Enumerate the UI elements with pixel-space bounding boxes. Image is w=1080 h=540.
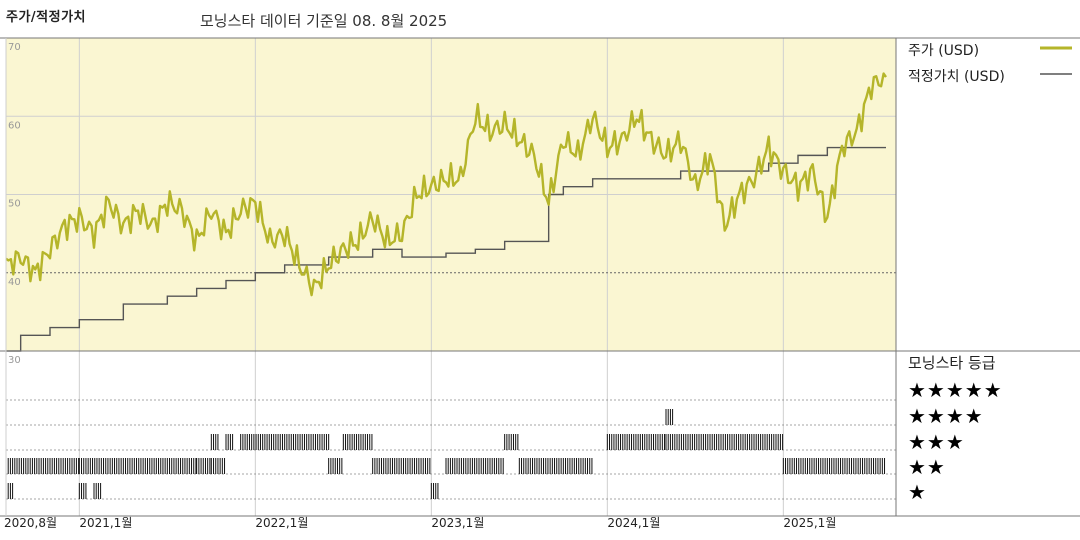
y-tick-label: 70	[8, 42, 21, 53]
rating-title: 모닝스타 등급	[908, 354, 996, 372]
rating-level-1-star: ★	[908, 480, 927, 504]
x-tick-label: 2025,1월	[783, 516, 836, 530]
legend-fair-value-label: 적정가치 (USD)	[908, 69, 1005, 85]
chart-frame	[0, 37, 1080, 517]
y-tick-label: 50	[8, 199, 21, 210]
chart-title: 주가/적정가치	[6, 10, 87, 25]
y-tick-label: 60	[8, 120, 21, 131]
horizontal-gridlines	[6, 115, 896, 274]
y-axis-labels: 70 60 50 40 30	[8, 42, 21, 366]
x-tick-label: 2021,1월	[79, 516, 132, 530]
x-tick-label: 2023,1월	[431, 516, 484, 530]
rating-level-4-stars: ★★★★	[908, 404, 984, 428]
x-tick-label: 2020,8월	[4, 516, 57, 530]
x-axis-labels: 2020,8월 2021,1월 2022,1월 2023,1월 2024,1월 2025,…	[4, 516, 836, 530]
chart-subtitle: 모닝스타 데이터 기준일 08. 8월 2025	[200, 12, 448, 30]
rating-level-5-stars: ★★★★★	[908, 378, 1003, 402]
legend-price-label: 주가 (USD)	[908, 43, 980, 59]
rating-level-2-stars: ★★	[908, 455, 946, 479]
x-tick-label: 2022,1월	[255, 516, 308, 530]
price-line	[5, 72, 887, 297]
x-tick-label: 2024,1월	[607, 516, 660, 530]
rating-level-3-stars: ★★★	[908, 430, 965, 454]
y-tick-label: 30	[8, 355, 21, 366]
fair-value-line	[6, 146, 886, 352]
rating-bars	[5, 409, 886, 499]
y-tick-label: 40	[8, 277, 21, 288]
